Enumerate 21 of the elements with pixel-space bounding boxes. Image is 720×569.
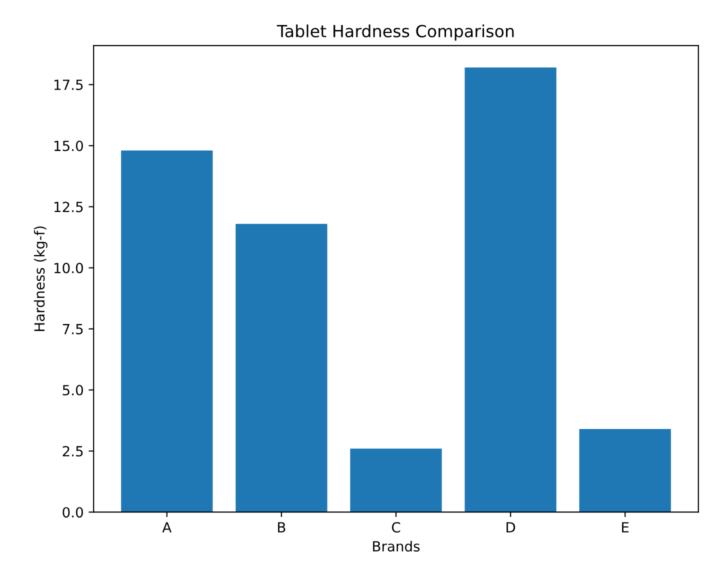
- y-tick-label: 7.5: [62, 324, 83, 334]
- x-tick-label: A: [162, 522, 172, 532]
- bar: [350, 448, 442, 512]
- x-axis-title: Brands: [373, 540, 420, 552]
- y-tick-label: 2.5: [62, 446, 83, 457]
- x-tick-label: B: [278, 522, 286, 532]
- y-tick-label: 5.0: [62, 384, 83, 396]
- chart-title: Tablet Hardness Comparison: [276, 24, 514, 41]
- bar: [579, 429, 671, 512]
- bar: [464, 68, 556, 512]
- y-tick-label: 10.0: [54, 262, 83, 274]
- x-tick-label: E: [622, 522, 629, 532]
- y-tick-label: 15.0: [54, 140, 83, 152]
- y-tick-label: 17.5: [54, 80, 83, 90]
- y-tick-label: 0.0: [62, 507, 83, 518]
- x-tick-label: C: [392, 522, 400, 533]
- y-axis-title: Hardness (kg-f): [34, 226, 48, 331]
- y-tick-label: 12.5: [54, 202, 83, 212]
- bar: [236, 224, 328, 512]
- x-tick-label: D: [506, 522, 516, 532]
- bar: [121, 150, 213, 512]
